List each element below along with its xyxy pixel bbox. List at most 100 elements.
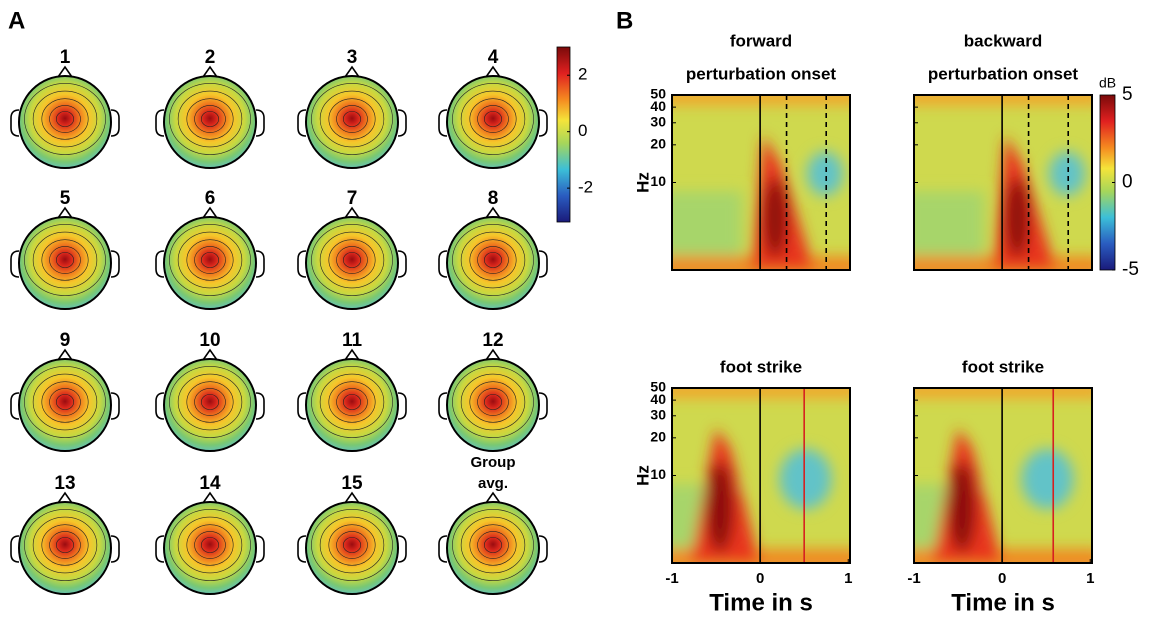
head (306, 359, 398, 451)
ear (156, 251, 164, 277)
ear (11, 251, 19, 277)
ear (539, 251, 547, 277)
ear (539, 393, 547, 419)
ear (298, 251, 306, 277)
head (447, 359, 539, 451)
plot-title: foot strike (720, 357, 802, 376)
head (164, 502, 256, 594)
panel-label: B (616, 7, 633, 34)
colorbar-unit: dB (1099, 75, 1116, 91)
head (447, 217, 539, 309)
ear (11, 110, 19, 136)
topo-map: 14 (156, 473, 264, 594)
topo-map: 10 (156, 330, 264, 451)
plot-title: perturbation onset (928, 64, 1079, 83)
topo-map: Group avg. (439, 454, 547, 594)
topo-map: 3 (298, 47, 406, 168)
ear (256, 110, 264, 136)
band (904, 89, 1102, 105)
y-tick-label: 30 (650, 406, 666, 422)
map-label: avg. (478, 475, 508, 492)
head (19, 359, 111, 451)
ear (398, 251, 406, 277)
map-label: 7 (347, 188, 358, 209)
blob (763, 178, 787, 258)
ear (398, 110, 406, 136)
y-tick-label: 20 (650, 136, 666, 152)
x-tick-label: -1 (665, 570, 678, 587)
head (306, 217, 398, 309)
head (447, 76, 539, 168)
map-label: 11 (342, 330, 363, 351)
ear (298, 536, 306, 562)
y-axis-label: Hz (633, 172, 652, 193)
colorbar-tick-label: 0 (1122, 172, 1133, 193)
y-tick-label: 20 (650, 429, 666, 445)
map-label: 5 (60, 188, 71, 209)
ear (439, 110, 447, 136)
ear (539, 536, 547, 562)
blob (807, 152, 843, 196)
ear (11, 393, 19, 419)
blob (1049, 152, 1085, 196)
colorbar (557, 47, 570, 222)
map-label: 6 (205, 188, 216, 209)
head (306, 502, 398, 594)
map-label: 9 (60, 330, 71, 351)
ear (256, 251, 264, 277)
plot-title: perturbation onset (686, 64, 837, 83)
head (19, 217, 111, 309)
blob (706, 462, 734, 552)
topo-map: 1 (11, 47, 119, 168)
x-axis-label: Time in s (951, 589, 1055, 616)
plot-title: backward (964, 31, 1042, 50)
tf-plot: foot strike1020304050Hz-101Time in s (633, 357, 860, 616)
ear (156, 536, 164, 562)
x-tick-label: 1 (1086, 570, 1094, 587)
colorbar-tick-label: 5 (1122, 84, 1133, 105)
topo-map: 11 (298, 330, 406, 451)
blob (948, 462, 976, 552)
ear (298, 110, 306, 136)
x-tick-label: -1 (907, 570, 920, 587)
ear (256, 536, 264, 562)
heatmap (904, 89, 1102, 279)
ear (156, 393, 164, 419)
band (662, 382, 860, 398)
y-tick-label: 10 (650, 466, 666, 482)
x-tick-label: 0 (998, 570, 1006, 587)
tf-plot: foot strike -1 0 1 Time in s (904, 357, 1102, 616)
topo-map: 13 (11, 473, 119, 594)
colorbar-tick-label: -5 (1122, 259, 1139, 280)
x-tick-label: 1 (844, 570, 852, 587)
colorbar-tick-label: 0 (578, 121, 587, 140)
map-label: Group (471, 454, 516, 471)
ear (398, 536, 406, 562)
plot-title: foot strike (962, 357, 1044, 376)
ear (156, 110, 164, 136)
map-label: 10 (199, 330, 220, 351)
y-tick-label: 50 (650, 379, 666, 395)
ear (11, 536, 19, 562)
ear (111, 393, 119, 419)
topo-map: 7 (298, 188, 406, 309)
map-label: 4 (488, 47, 499, 68)
topo-map: 5 (11, 188, 119, 309)
map-label: 2 (205, 47, 216, 68)
ear (439, 251, 447, 277)
x-axis-label: Time in s (709, 589, 813, 616)
head (306, 76, 398, 168)
heatmap (904, 382, 1102, 572)
ear (256, 393, 264, 419)
ear (439, 393, 447, 419)
band (904, 382, 1102, 398)
panel-label: A (8, 7, 25, 34)
topo-map: 9 (11, 330, 119, 451)
heatmap (662, 382, 860, 572)
map-label: 3 (347, 47, 358, 68)
ear (539, 110, 547, 136)
map-label: 13 (54, 473, 75, 494)
topo-map: 15 (298, 473, 406, 594)
ear (111, 110, 119, 136)
